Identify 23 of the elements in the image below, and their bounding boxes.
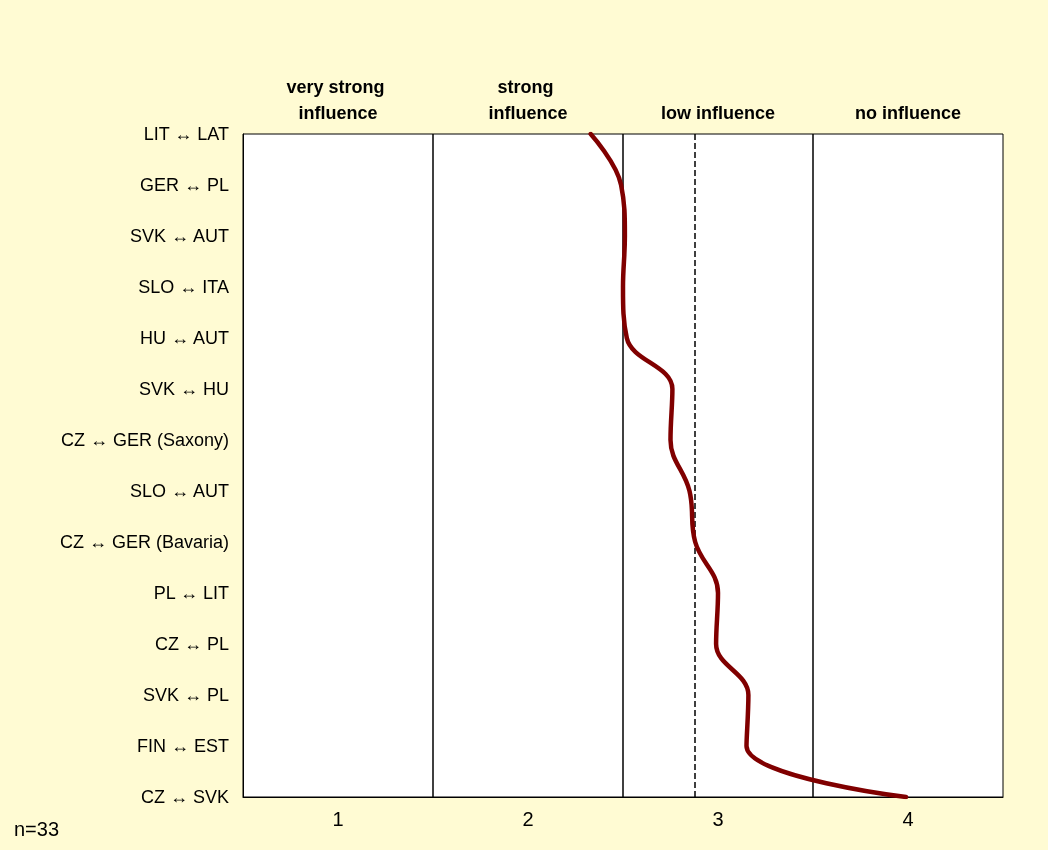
y-tick-label: CZ ↔ SVK	[140, 787, 229, 807]
x-tick-label: 3	[712, 808, 724, 830]
y-tick-label: CZ ↔ GER (Saxony)	[60, 430, 229, 450]
y-tick-label: CZ ↔ GER (Bavaria)	[59, 532, 229, 552]
y-tick-label: PL ↔ LIT	[153, 583, 229, 603]
y-tick-label: CZ ↔ PL	[154, 634, 229, 654]
y-tick-label: SLO ↔ ITA	[138, 277, 229, 297]
text: strong influence	[488, 77, 568, 123]
text: n=33	[14, 818, 60, 841]
y-tick-label: HU ↔ AUT	[139, 328, 229, 348]
text: very strong influence	[286, 77, 390, 123]
y-tick-label: SVK ↔ HU	[138, 379, 229, 399]
x-tick-label: 1	[332, 808, 344, 830]
y-tick-label: SVK ↔ AUT	[129, 226, 229, 246]
x-tick-label: 4	[902, 808, 914, 830]
y-tick-label: GER ↔ PL	[139, 175, 229, 195]
text: no influence	[854, 103, 962, 123]
text: low influence	[660, 103, 776, 123]
y-tick-label: SLO ↔ AUT	[129, 481, 229, 501]
y-tick-label: FIN ↔ EST	[136, 736, 229, 756]
y-tick-label: LIT ↔ LAT	[143, 124, 229, 144]
x-tick-label: 2	[522, 808, 534, 830]
y-tick-label: SVK ↔ PL	[142, 685, 229, 705]
